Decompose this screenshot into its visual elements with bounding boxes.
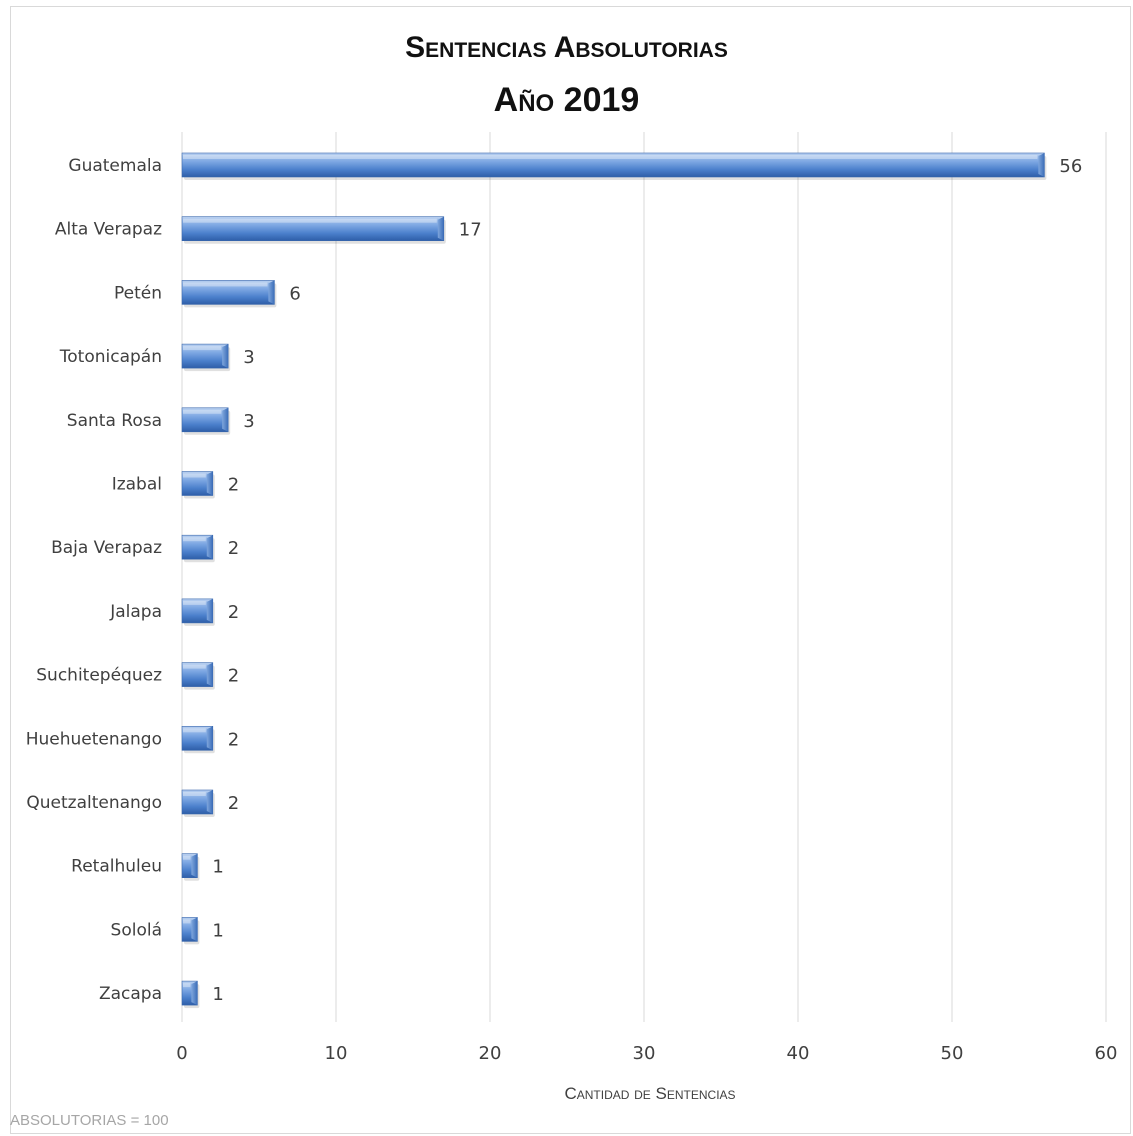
bar-end-cap <box>1038 153 1045 177</box>
bar-highlight <box>183 855 191 860</box>
category-label: Retalhuleu <box>71 857 162 877</box>
x-tick-label: 30 <box>633 1043 656 1064</box>
x-tick-label: 0 <box>176 1043 187 1064</box>
category-label: Santa Rosa <box>67 411 162 431</box>
bar-highlight <box>183 792 206 796</box>
bar-highlight <box>183 664 206 669</box>
bar <box>181 152 1045 178</box>
bar-end-cap <box>206 790 213 814</box>
category-label: Petén <box>114 283 162 303</box>
bar-highlight <box>183 728 206 733</box>
chart-title: Sentencias Absolutorias Año 2019 <box>0 22 1133 126</box>
category-label: Guatemala <box>68 156 162 176</box>
data-label: 6 <box>289 283 300 304</box>
bar-end-cap <box>268 280 275 305</box>
bar-end-cap <box>191 853 198 878</box>
bar-highlight <box>183 282 268 287</box>
bar-end-cap <box>222 407 229 432</box>
category-label: Quetzaltenango <box>26 793 162 813</box>
chart-subtitle: Año 2019 <box>493 81 640 119</box>
x-tick-label: 50 <box>941 1043 964 1064</box>
category-label: Baja Verapaz <box>51 538 162 558</box>
category-label: Jalapa <box>109 602 162 622</box>
category-label: Alta Verapaz <box>55 220 162 240</box>
bar-highlight <box>183 218 437 223</box>
data-label: 1 <box>212 984 223 1005</box>
data-label: 1 <box>212 857 223 878</box>
category-label: Huehuetenango <box>26 729 162 749</box>
category-label: Suchitepéquez <box>36 666 162 686</box>
x-tick-label: 10 <box>325 1043 348 1064</box>
bar-end-cap <box>222 344 229 369</box>
data-label: 3 <box>243 411 254 432</box>
bar-end-cap <box>206 598 213 623</box>
bar-highlight <box>183 346 222 351</box>
bar <box>181 280 275 305</box>
data-label: 1 <box>212 920 223 941</box>
bar <box>181 216 445 241</box>
labels: 0 10 20 30 40 50 60 Guatemala 56 Alta Verapaz 17 Pe… <box>26 156 1118 1064</box>
bar-highlight <box>183 983 191 988</box>
category-label: Zacapa <box>99 984 162 1004</box>
category-label: Sololá <box>111 920 162 940</box>
bar-highlight <box>183 600 206 605</box>
data-label: 2 <box>228 475 239 496</box>
data-label: 56 <box>1059 156 1082 177</box>
bar-end-cap <box>437 216 444 241</box>
category-label: Totonicapán <box>59 347 162 367</box>
footnote: ABSOLUTORIAS = 100 <box>10 1112 169 1129</box>
x-axis-title: Cantidad de Sentencias <box>564 1084 736 1103</box>
data-label: 2 <box>228 666 239 687</box>
bars <box>181 152 1047 1009</box>
category-label: Izabal <box>112 475 162 495</box>
data-label: 2 <box>228 602 239 623</box>
chart-title-main: Sentencias Absolutorias <box>405 31 728 64</box>
gridlines <box>181 132 1107 1022</box>
chart-area <box>10 6 1131 1134</box>
bar-end-cap <box>206 471 213 496</box>
bar-end-cap <box>206 662 213 687</box>
bar-end-cap <box>191 981 198 1006</box>
data-label: 2 <box>228 538 239 559</box>
bar-highlight <box>183 409 222 414</box>
data-label: 3 <box>243 347 254 368</box>
bar-end-cap <box>191 917 198 942</box>
x-tick-label: 20 <box>479 1043 502 1064</box>
bar-highlight <box>183 919 191 924</box>
bar-highlight <box>183 155 1038 159</box>
data-label: 2 <box>228 793 239 814</box>
bar-highlight <box>183 473 206 478</box>
x-tick-label: 60 <box>1095 1043 1118 1064</box>
data-label: 2 <box>228 729 239 750</box>
bar-end-cap <box>206 535 213 560</box>
bar-highlight <box>183 537 206 542</box>
bar-end-cap <box>206 726 213 751</box>
x-tick-label: 40 <box>787 1043 810 1064</box>
bar <box>181 343 229 369</box>
data-label: 17 <box>459 220 482 241</box>
